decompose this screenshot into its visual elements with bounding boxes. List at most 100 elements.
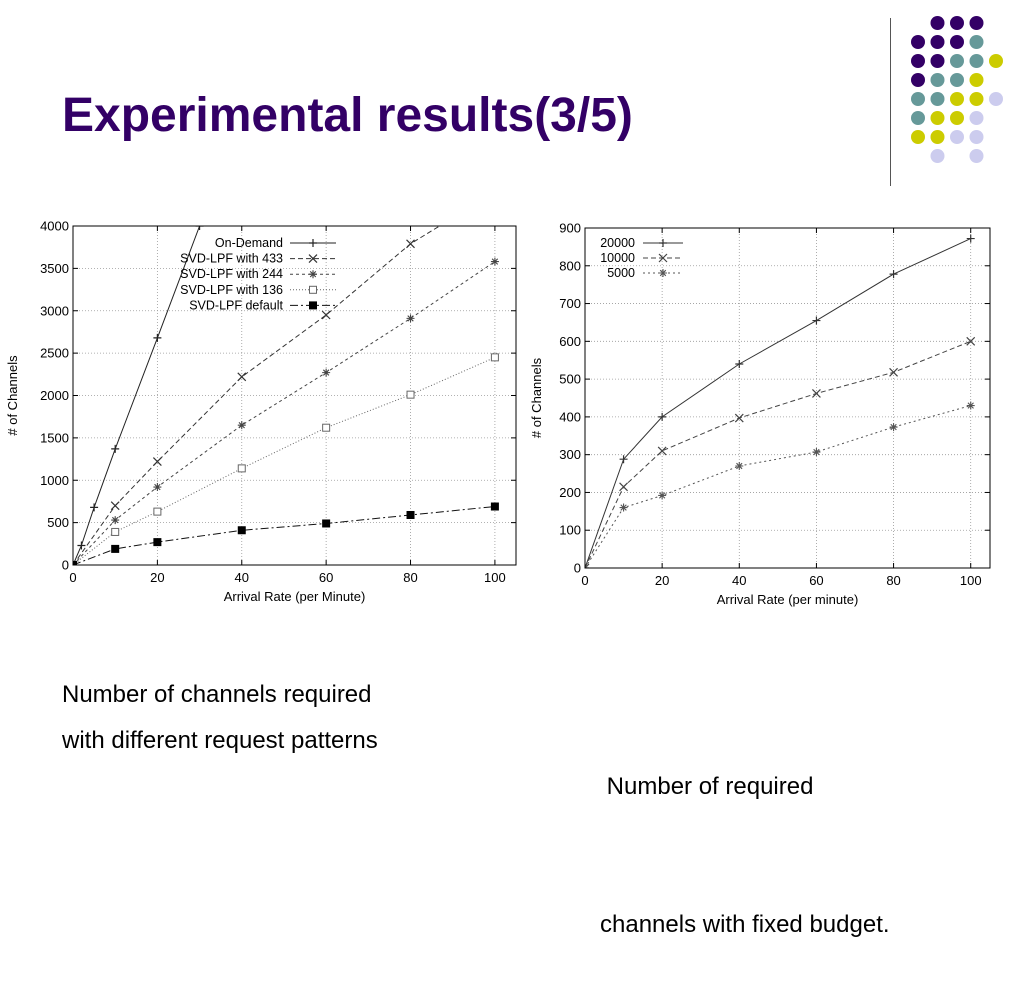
decorative-dot (969, 111, 984, 125)
data-point (153, 507, 162, 516)
x-tick-label: 0 (69, 570, 76, 585)
data-point (322, 519, 331, 528)
decorative-dot (969, 54, 984, 68)
caption-left-line-2: with different request patterns (62, 727, 378, 754)
slide-title: Experimental results(3/5) (62, 89, 633, 142)
data-point (152, 457, 162, 467)
x-tick-label: 60 (809, 573, 823, 588)
series-20000 (585, 234, 975, 568)
y-tick-label: 3000 (40, 303, 69, 318)
decorative-dot (950, 54, 964, 68)
decorative-dot (911, 35, 925, 49)
data-point (111, 444, 120, 453)
y-axis-label: # of Channels (529, 357, 544, 438)
data-point (966, 401, 975, 410)
chart-channels-request-patterns: 0 20 40 60 80 1000500100015002000250030003500… (5, 219, 517, 604)
decorative-dot (989, 92, 1003, 106)
data-point (735, 360, 744, 368)
y-tick-label: 700 (559, 296, 581, 311)
data-point (237, 421, 246, 430)
y-tick-label: 800 (559, 258, 581, 273)
data-point (309, 301, 317, 310)
data-point (90, 503, 99, 512)
data-point (237, 526, 246, 535)
chart-channels-fixed-budget: 0 20 40 60 80 100 0 100 200 300 400 500 600 700 800 900… (529, 221, 991, 607)
decorative-dot (930, 130, 945, 144)
decorative-dot (950, 111, 964, 125)
decorative-dot (950, 73, 964, 87)
grid (73, 226, 516, 565)
data-point (153, 483, 162, 492)
decorative-dot (950, 16, 964, 30)
data-point (309, 270, 317, 279)
series-line (585, 405, 971, 568)
data-point (110, 501, 120, 511)
legend-label: SVD-LPF with 244 (180, 267, 283, 281)
decorative-dot (950, 130, 964, 144)
decorative-dot (911, 130, 925, 144)
plot-frame (72, 225, 517, 566)
data-point (658, 253, 668, 263)
data-point (73, 561, 77, 565)
series-line (73, 261, 496, 565)
data-point (966, 234, 975, 243)
y-tick-label: 0 (62, 558, 69, 573)
data-point (889, 367, 898, 377)
data-point (111, 527, 120, 536)
legend-label: On-Demand (215, 236, 283, 250)
series-line (73, 226, 441, 565)
legend-label: SVD-LPF default (189, 298, 283, 312)
decorative-dot (930, 16, 945, 30)
y-tick-label: 500 (559, 372, 581, 387)
data-point (812, 448, 821, 457)
decorative-dot (930, 111, 945, 125)
x-axis-label: Arrival Rate (per minute) (717, 592, 859, 607)
y-axis-label: # of Channels (5, 355, 20, 436)
y-tick-label: 0 (574, 561, 581, 576)
legend-label: SVD-LPF with 136 (180, 283, 283, 297)
data-point (406, 390, 415, 399)
decorative-dot (911, 92, 925, 106)
data-point (490, 257, 499, 266)
decorative-dot-grid (911, 16, 1003, 163)
decorative-dot (969, 149, 984, 163)
data-point (322, 423, 331, 432)
data-point (237, 464, 246, 473)
series-on-demand (73, 226, 204, 565)
legend-label: SVD-LPF with 433 (180, 252, 283, 266)
x-tick-label: 80 (403, 570, 417, 585)
decorative-dot (950, 35, 964, 49)
legend-label: 5000 (607, 266, 635, 280)
decorative-dot (969, 16, 984, 30)
series-10000 (585, 336, 976, 568)
decorative-dot (930, 73, 945, 87)
data-point (406, 314, 415, 323)
data-point (309, 239, 317, 247)
decorative-dot (911, 111, 925, 125)
data-point (734, 413, 744, 423)
decorative-dot (930, 92, 945, 106)
data-point (658, 412, 667, 421)
series-5000 (585, 401, 975, 568)
data-point (657, 446, 667, 456)
x-tick-label: 100 (960, 573, 982, 588)
series-line (73, 226, 201, 565)
series-svd-lpf-with-136 (73, 353, 499, 565)
data-point (966, 336, 976, 346)
caption-right: Number of required channels with fixed b… (600, 672, 890, 994)
series-line (73, 506, 495, 565)
decorative-dot (911, 54, 925, 68)
legend-label: 20000 (600, 236, 635, 250)
series-line (73, 356, 496, 565)
series-svd-lpf-default (73, 502, 499, 565)
data-point (309, 285, 317, 294)
decorative-divider (890, 18, 891, 186)
data-point (658, 491, 667, 500)
y-tick-label: 3500 (40, 261, 69, 276)
y-tick-label: 500 (47, 515, 69, 530)
data-point (111, 516, 120, 525)
y-tick-label: 600 (559, 334, 581, 349)
y-tick-label: 200 (559, 485, 581, 500)
